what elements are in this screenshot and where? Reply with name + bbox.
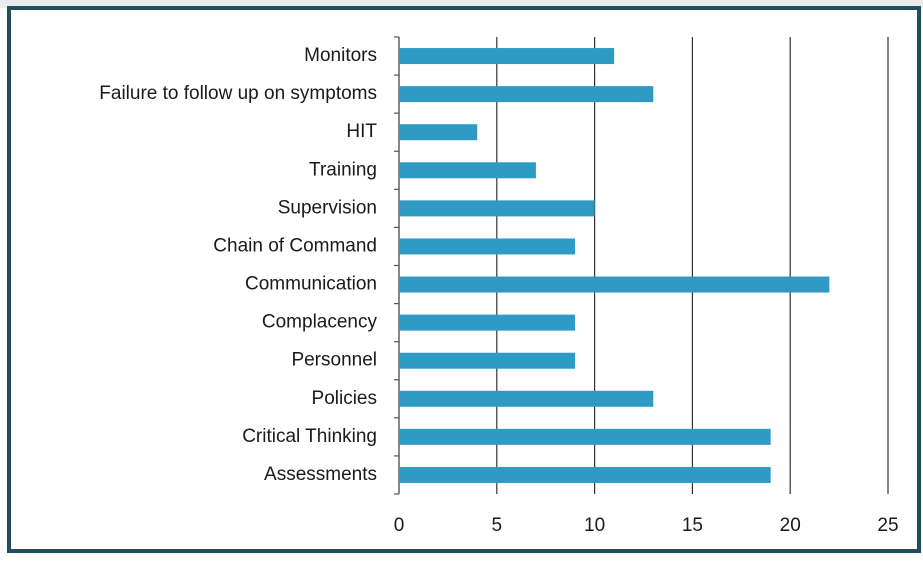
y-tick-label: Policies	[312, 388, 377, 409]
y-tick-label: Critical Thinking	[242, 426, 377, 447]
x-tick-label: 0	[394, 515, 405, 536]
x-tick-label: 5	[492, 515, 503, 536]
x-tick-label: 25	[877, 515, 898, 536]
y-tick-label: Communication	[245, 274, 377, 295]
bar	[399, 352, 576, 369]
y-tick-label: Supervision	[278, 197, 377, 218]
bar	[399, 124, 478, 141]
y-tick-label: Monitors	[304, 45, 377, 66]
bar	[399, 428, 771, 445]
bar	[399, 238, 576, 255]
y-tick-label: HIT	[346, 121, 377, 142]
x-tick-label: 15	[682, 515, 703, 536]
y-tick-label: Training	[309, 159, 377, 180]
bar	[399, 162, 536, 179]
bar	[399, 200, 595, 217]
bar	[399, 390, 654, 407]
bar	[399, 48, 615, 65]
y-tick-label: Personnel	[291, 350, 377, 371]
x-tick-label: 10	[584, 515, 605, 536]
bar	[399, 276, 830, 293]
bar	[399, 86, 654, 103]
bar	[399, 314, 576, 331]
y-tick-label: Chain of Command	[213, 235, 377, 256]
x-tick-label: 20	[780, 515, 801, 536]
y-tick-label: Failure to follow up on symptoms	[99, 83, 377, 104]
y-tick-label: Complacency	[262, 312, 378, 333]
bar	[399, 466, 771, 483]
top-strip	[0, 0, 923, 8]
y-tick-label: Assessments	[264, 464, 377, 485]
